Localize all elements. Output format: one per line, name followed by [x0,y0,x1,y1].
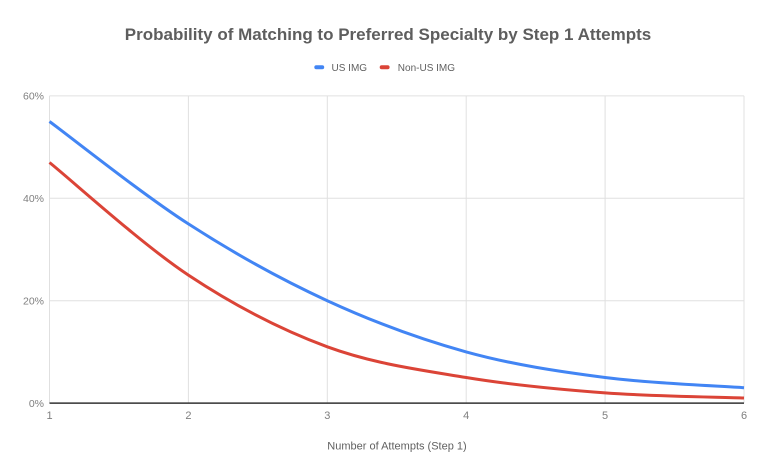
svg-text:60%: 60% [23,91,44,103]
svg-text:6: 6 [741,410,747,422]
svg-text:2: 2 [185,410,191,422]
svg-text:3: 3 [324,410,330,422]
svg-text:4: 4 [463,410,469,422]
svg-text:Non-US IMG: Non-US IMG [398,63,455,74]
svg-text:5: 5 [602,410,608,422]
svg-text:US IMG: US IMG [332,63,368,74]
svg-text:1: 1 [46,410,52,422]
svg-text:Number of Attempts (Step 1): Number of Attempts (Step 1) [327,441,466,453]
svg-text:Probability of Matching to Pre: Probability of Matching to Preferred Spe… [125,25,651,44]
svg-text:0%: 0% [29,398,44,410]
svg-text:20%: 20% [23,295,44,307]
svg-text:40%: 40% [23,193,44,205]
